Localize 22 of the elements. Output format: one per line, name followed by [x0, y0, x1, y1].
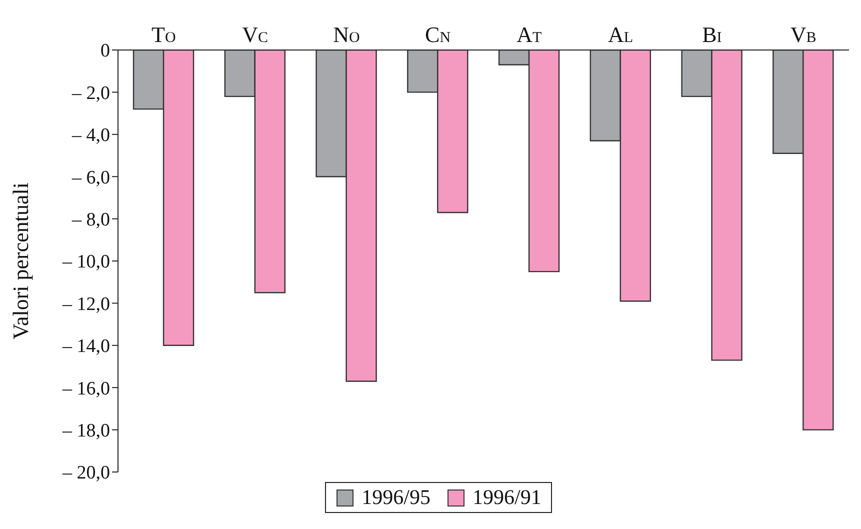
x-tick-label: To [152, 22, 176, 47]
y-tick-label: – 10,0 [62, 252, 110, 273]
x-tick-label: Bi [702, 22, 722, 47]
x-tick-label: No [333, 22, 360, 47]
x-tick-label: Vb [790, 22, 816, 47]
y-tick-label: – 12,0 [62, 294, 110, 315]
x-tick-label: Vc [242, 22, 268, 47]
y-tick-label: – 2,0 [71, 82, 110, 104]
legend-label: 1996/91 [472, 485, 542, 510]
y-tick-label: 0 [100, 40, 110, 62]
y-tick-label: – 20,0 [62, 462, 110, 484]
y-tick-label: – 14,0 [62, 336, 110, 358]
y-tick-label: – 16,0 [62, 378, 110, 400]
x-tick-label: Al [608, 22, 634, 47]
y-tick-label: – 8,0 [71, 210, 110, 231]
legend-label: 1996/95 [362, 485, 430, 510]
y-axis-title: Valori percentuali [8, 182, 33, 340]
x-tick-label: Cn [425, 22, 451, 47]
y-tick-label: – 4,0 [71, 125, 110, 146]
x-tick-label: At [516, 22, 542, 47]
y-tick-label: – 6,0 [71, 167, 110, 188]
y-tick-label: – 18,0 [62, 420, 110, 442]
